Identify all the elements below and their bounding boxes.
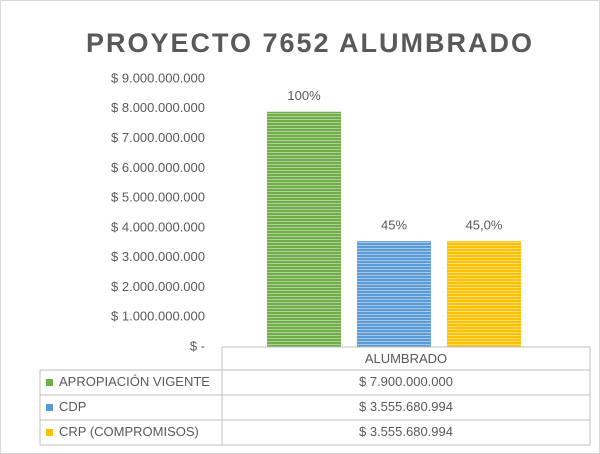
table-header: ALUMBRADO bbox=[365, 351, 447, 366]
legend-label: CRP (COMPROMISOS) bbox=[59, 424, 199, 439]
y-tick-label: $ 6.000.000.000 bbox=[111, 160, 205, 175]
chart-title: PROYECTO 7652 ALUMBRADO bbox=[86, 28, 534, 58]
y-tick-label: $ 9.000.000.000 bbox=[111, 70, 205, 85]
y-tick-label: $ 7.000.000.000 bbox=[111, 130, 205, 145]
bar bbox=[357, 241, 431, 347]
bar bbox=[267, 111, 341, 347]
table-value: $ 7.900.000.000 bbox=[359, 374, 453, 389]
y-tick-label: $ 5.000.000.000 bbox=[111, 190, 205, 205]
legend-key bbox=[46, 379, 53, 386]
legend-label: CDP bbox=[59, 399, 86, 414]
y-tick-label: $ 4.000.000.000 bbox=[111, 219, 205, 234]
data-label: 45% bbox=[381, 218, 407, 233]
legend-label: APROPIACIÓN VIGENTE bbox=[59, 374, 210, 389]
data-label: 45,0% bbox=[466, 218, 503, 233]
table-value: $ 3.555.680.994 bbox=[359, 424, 453, 439]
legend-key bbox=[46, 404, 53, 411]
y-tick-label: $ 2.000.000.000 bbox=[111, 279, 205, 294]
y-tick-label: $ - bbox=[190, 338, 205, 353]
y-tick-label: $ 3.000.000.000 bbox=[111, 249, 205, 264]
y-tick-label: $ 8.000.000.000 bbox=[111, 100, 205, 115]
table-value: $ 3.555.680.994 bbox=[359, 399, 453, 414]
data-label: 100% bbox=[287, 88, 321, 103]
bar bbox=[447, 241, 521, 347]
y-tick-label: $ 1.000.000.000 bbox=[111, 309, 205, 324]
legend-key bbox=[46, 429, 53, 436]
